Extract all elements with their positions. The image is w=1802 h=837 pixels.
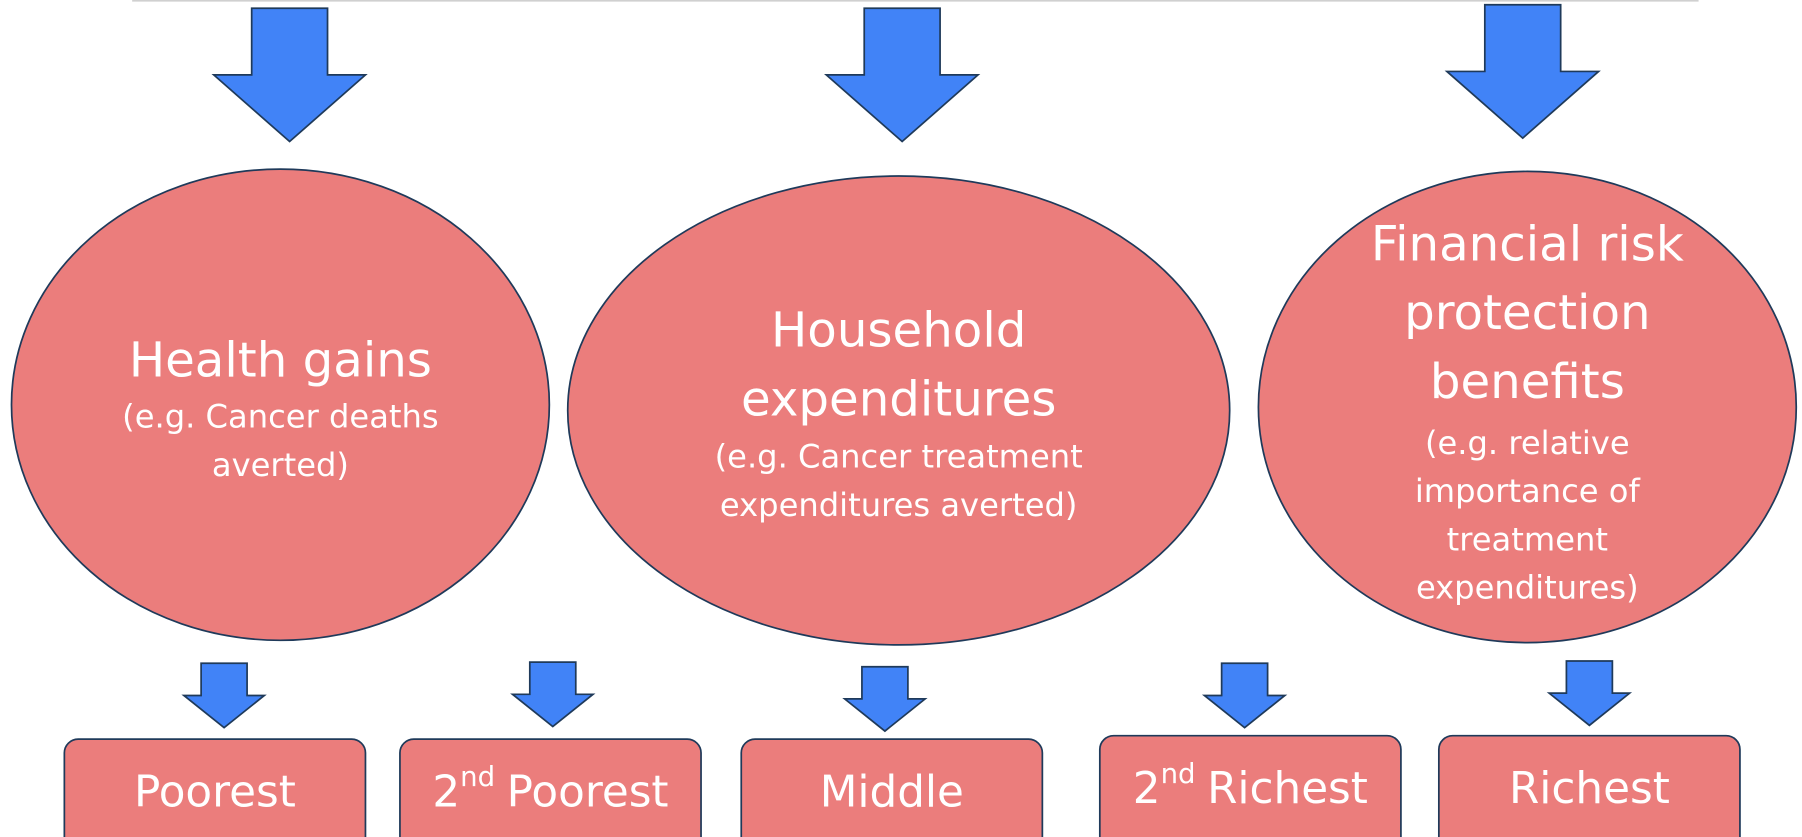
label: Richest: [1509, 763, 1670, 814]
node-title: expenditures: [741, 371, 1056, 427]
node-title: benefits: [1430, 354, 1625, 410]
ordinal: 2: [1133, 763, 1161, 814]
node-oval: [1257, 170, 1798, 644]
node-note: (e.g. Cancer treatment: [715, 438, 1083, 476]
small-arrow: [1546, 660, 1633, 727]
group-box: [1437, 734, 1741, 837]
group-label: 2nd Poorest: [432, 760, 668, 817]
big-arrow: [1444, 3, 1601, 140]
group-box: [63, 738, 367, 837]
node-oval: [566, 175, 1231, 646]
node-note: (e.g. relative: [1425, 424, 1630, 462]
group-label: 2nd Richest: [1133, 757, 1368, 814]
small-arrow: [1201, 662, 1288, 729]
node-title: Health gains: [129, 332, 432, 388]
node-note: expenditures): [1416, 569, 1639, 607]
group-label: Middle: [820, 766, 964, 817]
ordinal-suffix: nd: [460, 760, 495, 793]
node-note: averted): [212, 446, 349, 484]
group-box: [740, 738, 1044, 837]
group-label: Richest: [1509, 763, 1670, 814]
label: Middle: [820, 766, 964, 817]
node-note: (e.g. Cancer deaths: [122, 398, 439, 436]
ordinal: 2: [432, 766, 460, 817]
big-arrow: [824, 7, 981, 143]
node-title: protection: [1404, 285, 1650, 341]
label: Richest: [1207, 763, 1368, 814]
big-arrow: [211, 7, 368, 143]
small-arrow: [510, 661, 596, 728]
node-title: Household: [771, 302, 1026, 358]
group-box: [399, 738, 702, 837]
small-arrow: [842, 665, 928, 733]
group-label: Poorest: [134, 766, 296, 817]
ordinal-suffix: nd: [1161, 757, 1196, 790]
node-note: importance of: [1415, 472, 1641, 510]
label: Poorest: [134, 766, 296, 817]
label: Poorest: [507, 766, 669, 817]
node-title: Financial risk: [1371, 216, 1684, 272]
node-oval: [10, 168, 551, 642]
node-note: expenditures averted): [720, 486, 1078, 524]
small-arrow: [181, 662, 267, 729]
node-note: treatment: [1447, 520, 1608, 558]
group-box: [1098, 734, 1402, 837]
